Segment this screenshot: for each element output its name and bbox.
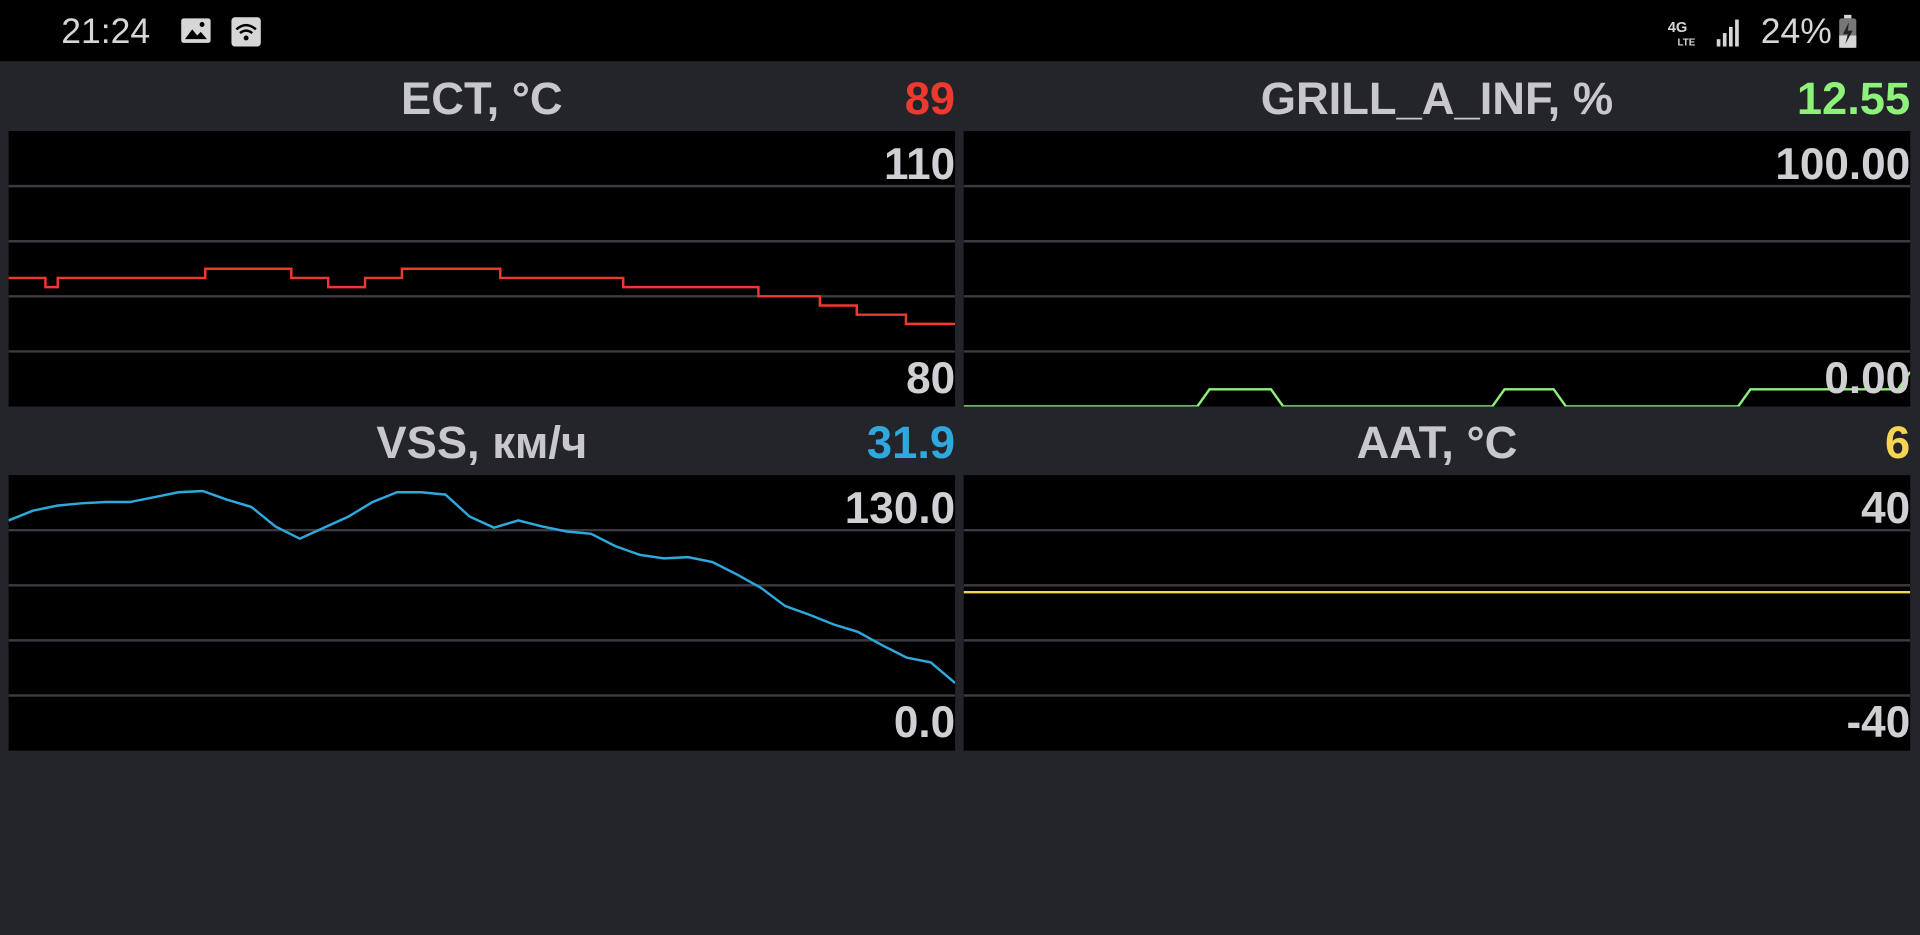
axis-min-label: 0.0: [893, 696, 956, 747]
series-line: [963, 371, 1911, 407]
clock: 21:24: [61, 12, 151, 52]
status-bar: 21:24 4G LTE 24%: [0, 0, 1920, 62]
sensor-value: 31.9: [866, 417, 956, 468]
axis-min-label: 0.00: [1824, 352, 1911, 403]
axis-min-label: 80: [906, 352, 956, 403]
sensor-label: GRILL_A_INF, %: [1260, 73, 1614, 124]
panel-header: ECT, °C 89: [9, 64, 956, 130]
axis-max-label: 40: [1861, 482, 1911, 533]
sensor-chart: 130.0 0.0: [8, 475, 956, 751]
sensor-label: ECT, °C: [401, 73, 563, 124]
sensor-chart: 110 80: [8, 131, 956, 407]
sensor-value: 89: [904, 73, 956, 124]
panel-header: GRILL_A_INF, % 12.55: [964, 64, 1911, 130]
axis-max-label: 110: [883, 138, 956, 189]
svg-text:4G: 4G: [1668, 20, 1688, 36]
svg-text:LTE: LTE: [1678, 37, 1696, 46]
axis-max-label: 100.00: [1775, 138, 1911, 189]
sensor-label: VSS, км/ч: [376, 417, 588, 468]
sensor-value: 12.55: [1796, 73, 1911, 124]
image-icon: [181, 18, 211, 43]
chart-svg: [963, 528, 1911, 697]
ect-panel: ECT, °C 89 110 80: [8, 64, 956, 407]
grill-panel: GRILL_A_INF, % 12.55 100.00 0.00: [963, 64, 1911, 407]
chart-svg: [963, 184, 1911, 407]
panel-header: VSS, км/ч 31.9: [9, 408, 956, 474]
sensor-chart: 100.00 0.00: [963, 131, 1911, 407]
wifi-icon: [231, 17, 261, 47]
signal-icon: [1716, 19, 1739, 47]
axis-min-label: -40: [1846, 696, 1911, 747]
panel-header: AAT, °C 6: [964, 408, 1911, 474]
axis-max-label: 130.0: [844, 482, 956, 533]
sensor-label: AAT, °C: [1356, 417, 1518, 468]
series-line: [8, 489, 956, 684]
aat-panel: AAT, °C 6 40 -40: [963, 408, 1911, 751]
series-line: [8, 267, 956, 326]
battery-charging-icon: [1839, 14, 1857, 48]
battery-level: 24%: [1760, 12, 1832, 52]
vss-panel: VSS, км/ч 31.9 130.0 0.0: [8, 408, 956, 751]
sensor-value: 6: [1885, 417, 1911, 468]
chart-svg: [8, 184, 956, 353]
chart-svg: [8, 489, 956, 697]
sensor-chart: 40 -40: [963, 475, 1911, 751]
